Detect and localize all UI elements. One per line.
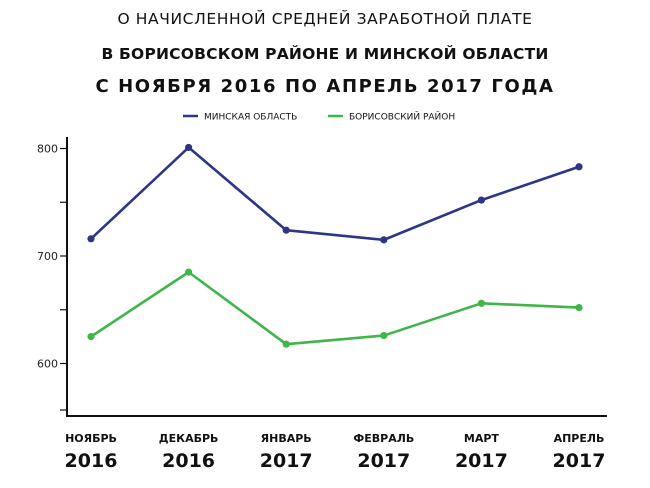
data-point xyxy=(185,143,193,152)
x-tick-month-label: МАРТ xyxy=(464,432,500,445)
x-tick-month-label: ЯНВАРЬ xyxy=(261,432,312,445)
x-tick-year-label: 2017 xyxy=(553,450,606,472)
x-tick-year-label: 2016 xyxy=(162,450,215,472)
y-axis-ticks: 600 700 800 xyxy=(37,143,67,411)
series-lines xyxy=(90,146,580,346)
series-line xyxy=(90,270,580,346)
y-tick-label: 700 xyxy=(37,250,58,263)
data-point xyxy=(87,333,95,341)
series-points xyxy=(87,143,583,348)
x-tick-year-label: 2017 xyxy=(455,450,508,472)
legend-label: БОРИСОВСКИЙ РАЙОН xyxy=(349,111,455,123)
data-point xyxy=(185,268,193,276)
axes xyxy=(66,137,607,417)
legend-label: МИНСКАЯ ОБЛАСТЬ xyxy=(204,113,297,123)
x-tick-year-label: 2017 xyxy=(357,450,410,472)
x-tick-month-label: ДЕКАБРЬ xyxy=(159,432,219,445)
x-tick-year-label: 2017 xyxy=(260,450,313,472)
chart-title-line-2: В БОРИСОВСКОМ РАЙОНЕ И МИНСКОЙ ОБЛАСТИ xyxy=(101,45,549,63)
chart-title-line-1: О НАЧИСЛЕННОЙ СРЕДНЕЙ ЗАРАБОТНОЙ ПЛАТЕ xyxy=(117,10,533,28)
data-point xyxy=(477,299,485,307)
x-tick-month-label: НОЯБРЬ xyxy=(65,432,117,445)
data-point xyxy=(575,304,583,312)
data-point xyxy=(380,236,388,244)
data-point xyxy=(87,235,95,243)
x-axis-ticks: НОЯБРЬ 2016 ДЕКАБРЬ 2016 ЯНВАРЬ 2017 ФЕВРАЛЬ 20… xyxy=(65,432,606,472)
legend: МИНСКАЯ ОБЛАСТЬ БОРИСОВСКИЙ РАЙОН xyxy=(183,111,455,123)
data-point xyxy=(282,226,290,234)
y-tick-label: 600 xyxy=(37,358,58,371)
x-tick-month-label: ФЕВРАЛЬ xyxy=(353,432,414,445)
x-tick-year-label: 2016 xyxy=(65,450,118,472)
data-point xyxy=(380,331,388,340)
data-point xyxy=(575,163,583,171)
chart-title-line-3: С НОЯБРЯ 2016 ПО АПРЕЛЬ 2017 ГОДА xyxy=(95,76,555,97)
x-tick-month-label: АПРЕЛЬ xyxy=(554,432,605,445)
y-tick-label: 800 xyxy=(37,143,58,156)
data-point xyxy=(282,340,290,348)
series-line xyxy=(90,146,580,242)
data-point xyxy=(477,196,485,204)
